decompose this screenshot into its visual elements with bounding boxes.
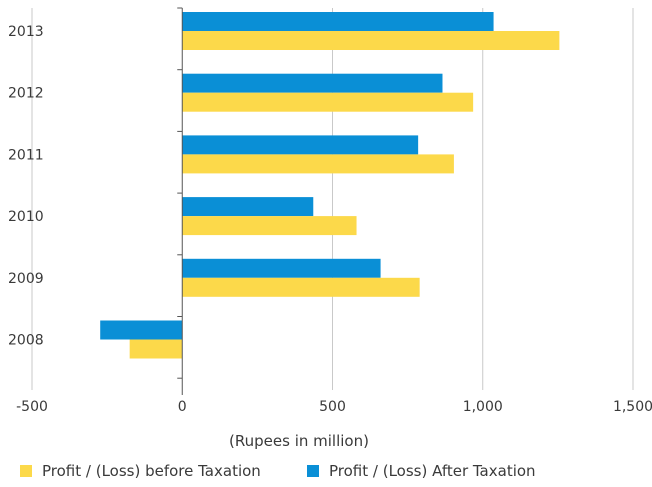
x-tick-label: 1,000 [463,399,503,415]
bar-2012-after-tax [182,73,443,93]
legend: Profit / (Loss) before Taxation Profit /… [20,462,640,484]
bar-2009-before-tax [182,277,420,297]
bar-2008-after-tax [100,320,183,340]
legend-item-after-tax: Profit / (Loss) After Taxation [307,462,536,480]
bar-2010-before-tax [182,216,357,236]
bar-2008-before-tax [129,339,183,359]
bar-2013-after-tax [182,12,494,31]
legend-label: Profit / (Loss) After Taxation [329,462,536,480]
bar-2012-before-tax [182,92,474,112]
y-tick-label: 2012 [8,86,44,102]
grid-lines [31,8,634,390]
x-tick-label: 0 [178,399,187,415]
legend-label: Profit / (Loss) before Taxation [42,462,261,480]
y-tick-label: 2013 [8,24,44,40]
bar-2011-after-tax [182,135,419,155]
y-tick-label: 2011 [8,147,44,163]
legend-swatch [20,465,32,477]
bar-2009-after-tax [182,258,381,278]
legend-swatch [307,465,319,477]
bars [100,12,560,359]
x-tick-label: 500 [319,399,346,415]
legend-item-before-tax: Profit / (Loss) before Taxation [20,462,261,480]
x-axis-label: (Rupees in million) [229,432,369,450]
bar-2011-before-tax [182,154,454,174]
x-tick-label: 1,500 [613,399,652,415]
x-tick-label: -500 [16,399,48,415]
x-tick-labels: -500 0 500 1,000 1,500 [16,399,652,415]
bar-2013-before-tax [182,31,560,50]
bar-chart: 2013 2012 2011 2010 2009 2008 -500 0 500 1,000 1,… [8,7,652,450]
y-tick-label: 2009 [8,271,44,287]
y-tick-label: 2008 [8,333,44,349]
y-tick-labels: 2013 2012 2011 2010 2009 2008 [8,24,44,349]
bar-2010-after-tax [182,197,314,217]
y-tick-label: 2010 [8,209,44,225]
y-axis [177,7,183,395]
